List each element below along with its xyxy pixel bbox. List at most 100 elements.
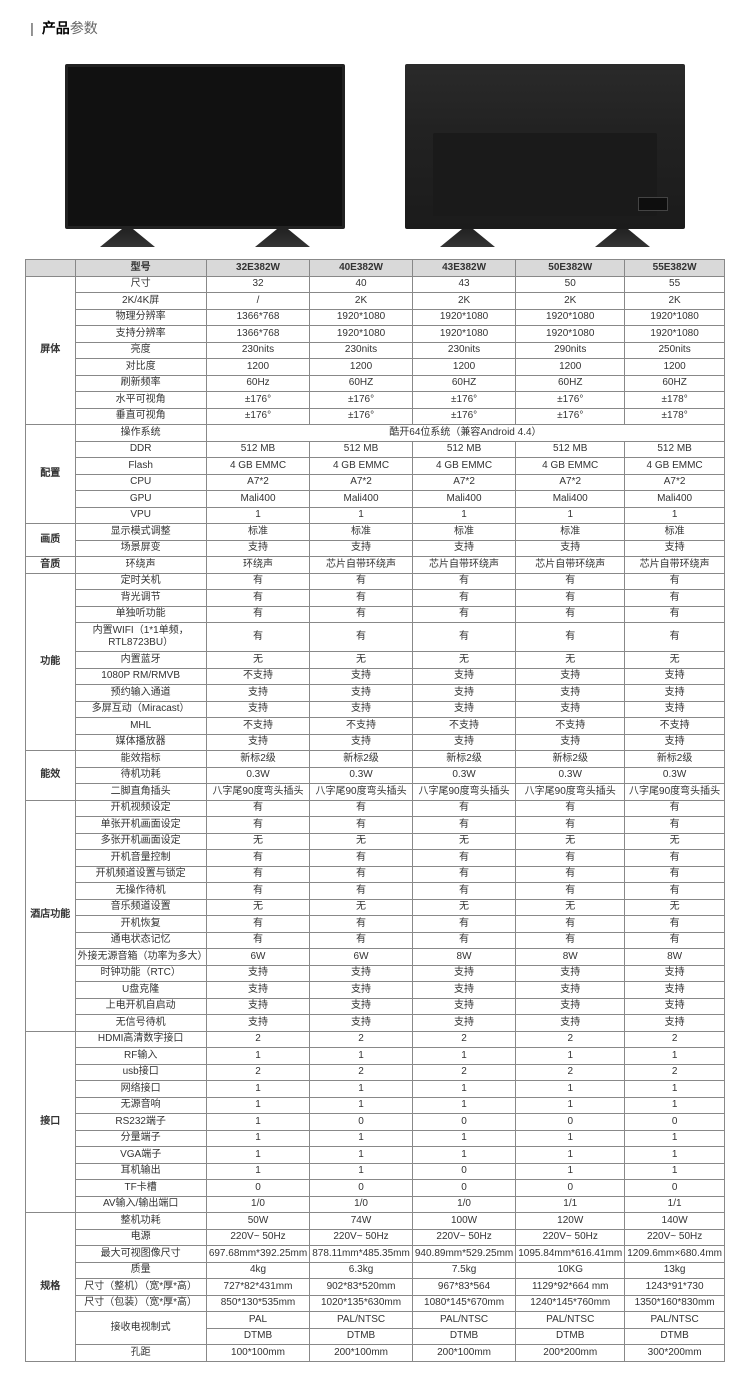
value-cell: 230nits — [310, 342, 413, 359]
value-cell: 有 — [310, 850, 413, 867]
value-cell: 1200 — [412, 359, 515, 376]
value-cell: 0.3W — [516, 767, 625, 784]
value-cell: 支持 — [310, 668, 413, 685]
value-cell: 环绕声 — [206, 557, 309, 574]
value-cell: 支持 — [625, 701, 725, 718]
value-cell: 有 — [516, 883, 625, 900]
param-cell: 耳机输出 — [75, 1163, 206, 1180]
value-cell: 支持 — [625, 1015, 725, 1032]
param-cell: 尺寸（整机）（宽*厚*高） — [75, 1279, 206, 1296]
param-cell: 刷新频率 — [75, 375, 206, 392]
value-cell: 八字尾90度弯头插头 — [516, 784, 625, 801]
param-cell: 多张开机画面设定 — [75, 833, 206, 850]
value-cell: 支持 — [516, 685, 625, 702]
param-cell: 无操作待机 — [75, 883, 206, 900]
value-cell: 220V~ 50Hz — [625, 1229, 725, 1246]
value-cell: 支持 — [310, 685, 413, 702]
param-cell: U盘克隆 — [75, 982, 206, 999]
value-cell: 60HZ — [412, 375, 515, 392]
value-cell: 无 — [206, 652, 309, 669]
value-cell: 有 — [310, 623, 413, 652]
value-cell: 无 — [206, 899, 309, 916]
table-row: TF卡槽00000 — [26, 1180, 725, 1197]
value-cell: 1 — [206, 1147, 309, 1164]
value-cell: 八字尾90度弯头插头 — [625, 784, 725, 801]
value-cell: 有 — [625, 932, 725, 949]
value-cell: 无 — [412, 652, 515, 669]
value-cell: 支持 — [206, 734, 309, 751]
param-cell: 内置蓝牙 — [75, 652, 206, 669]
table-row: DDR512 MB512 MB512 MB512 MB512 MB — [26, 441, 725, 458]
table-row: 内置蓝牙无无无无无 — [26, 652, 725, 669]
value-cell: 八字尾90度弯头插头 — [206, 784, 309, 801]
value-cell: 1 — [310, 1147, 413, 1164]
param-cell: 多屏互动（Miracast） — [75, 701, 206, 718]
value-cell-span: 酷开64位系统（兼容Android 4.4） — [206, 425, 724, 442]
value-cell: 4 GB EMMC — [516, 458, 625, 475]
value-cell: 0 — [625, 1180, 725, 1197]
value-cell: 有 — [310, 932, 413, 949]
value-cell: 1 — [206, 1114, 309, 1131]
value-cell: 有 — [516, 590, 625, 607]
param-cell: 孔距 — [75, 1345, 206, 1362]
value-cell: 8W — [516, 949, 625, 966]
value-cell: 有 — [412, 932, 515, 949]
value-cell: 有 — [310, 916, 413, 933]
value-cell: 0.3W — [310, 767, 413, 784]
param-cell: 能效指标 — [75, 751, 206, 768]
value-cell: 有 — [625, 817, 725, 834]
table-row: 通电状态记忆有有有有有 — [26, 932, 725, 949]
value-cell: 有 — [310, 883, 413, 900]
value-cell: 1 — [310, 1130, 413, 1147]
value-cell: 无 — [625, 833, 725, 850]
value-cell: 有 — [516, 623, 625, 652]
value-cell: 1 — [412, 1147, 515, 1164]
table-row: 多屏互动（Miracast）支持支持支持支持支持 — [26, 701, 725, 718]
value-cell: PAL/NTSC — [412, 1312, 515, 1329]
value-cell: 1 — [412, 507, 515, 524]
param-cell: 媒体播放器 — [75, 734, 206, 751]
value-cell: 不支持 — [206, 668, 309, 685]
value-cell: 43 — [412, 276, 515, 293]
header-model: 50E382W — [516, 260, 625, 277]
value-cell: 支持 — [412, 982, 515, 999]
param-cell: VPU — [75, 507, 206, 524]
param-cell: RF输入 — [75, 1048, 206, 1065]
table-row: 接口HDMI高清数字接口22222 — [26, 1031, 725, 1048]
table-row: 配置操作系统酷开64位系统（兼容Android 4.4） — [26, 425, 725, 442]
value-cell: 1/1 — [625, 1196, 725, 1213]
value-cell: 有 — [310, 866, 413, 883]
value-cell: 标准 — [412, 524, 515, 541]
value-cell: 芯片自带环绕声 — [625, 557, 725, 574]
value-cell: 不支持 — [625, 718, 725, 735]
table-row: 屏体尺寸3240435055 — [26, 276, 725, 293]
value-cell: 1240*145*760mm — [516, 1295, 625, 1312]
value-cell: ±176° — [412, 408, 515, 425]
param-cell: 开机频道设置与锁定 — [75, 866, 206, 883]
value-cell: 220V~ 50Hz — [310, 1229, 413, 1246]
value-cell: 有 — [412, 916, 515, 933]
value-cell: 有 — [412, 817, 515, 834]
value-cell: 6W — [310, 949, 413, 966]
value-cell: 2K — [310, 293, 413, 310]
title-bold: 产品 — [42, 20, 70, 36]
value-cell: 支持 — [310, 701, 413, 718]
value-cell: 200*200mm — [516, 1345, 625, 1362]
param-cell: 最大可视图像尺寸 — [75, 1246, 206, 1263]
value-cell: 有 — [516, 817, 625, 834]
value-cell: 1 — [625, 1048, 725, 1065]
title-bar: | — [30, 20, 34, 36]
value-cell: Mali400 — [625, 491, 725, 508]
param-cell: 无信号待机 — [75, 1015, 206, 1032]
param-cell: 2K/4K屏 — [75, 293, 206, 310]
value-cell: 无 — [310, 899, 413, 916]
param-cell: 物理分辨率 — [75, 309, 206, 326]
value-cell: 支持 — [412, 668, 515, 685]
value-cell: 1 — [625, 1130, 725, 1147]
table-row: 最大可视图像尺寸697.68mm*392.25mm878.11mm*485.35… — [26, 1246, 725, 1263]
value-cell: 1 — [516, 1097, 625, 1114]
value-cell: 2 — [412, 1031, 515, 1048]
value-cell: 支持 — [516, 734, 625, 751]
value-cell: 1080*145*670mm — [412, 1295, 515, 1312]
value-cell: Mali400 — [206, 491, 309, 508]
